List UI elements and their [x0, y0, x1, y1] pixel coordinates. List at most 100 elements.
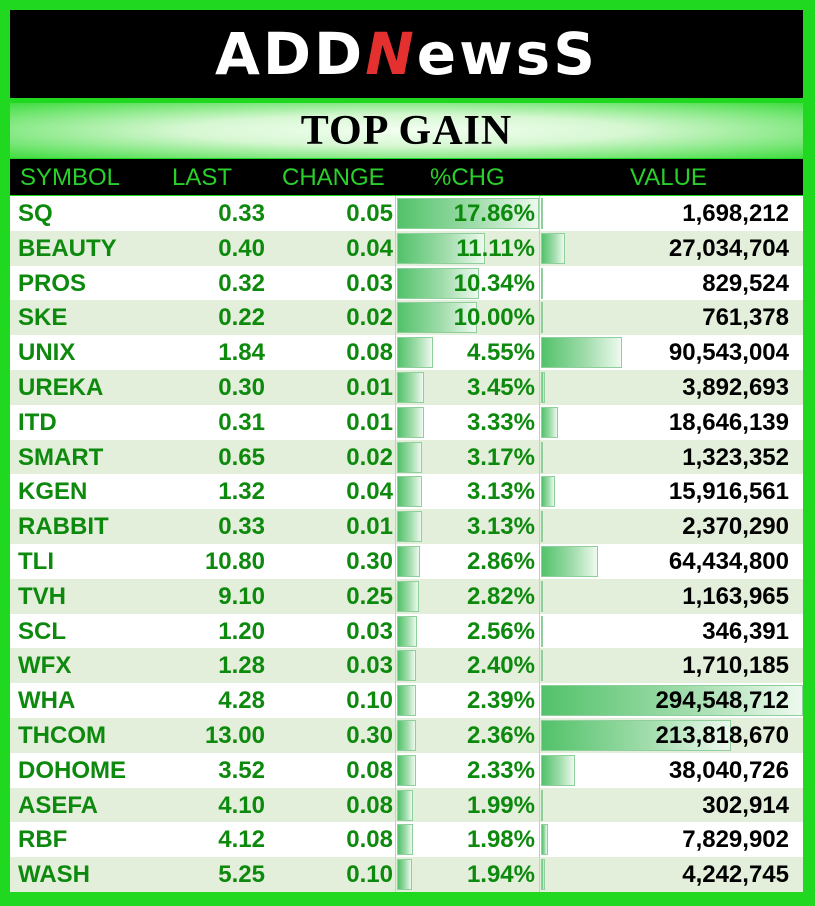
- cell-value: 302,914: [702, 791, 789, 819]
- column-divider: [539, 369, 540, 405]
- table-row: TVH 9.10 0.25 2.82% 1,163,965: [10, 578, 803, 614]
- column-divider: [395, 300, 396, 336]
- cell-change: 0.01: [346, 408, 393, 436]
- cell-pctchg: 1.99%: [466, 791, 535, 819]
- cell-pctchg: 17.86%: [453, 200, 535, 227]
- table-row: RBF 4.12 0.08 1.98% 7,829,902: [10, 822, 803, 858]
- cell-value: 213,818,670: [655, 721, 789, 749]
- cell-change: 0.10: [346, 687, 393, 715]
- pctchg-databar: [397, 650, 417, 682]
- pctchg-databar: [397, 789, 413, 821]
- column-divider: [395, 683, 396, 718]
- pctchg-databar: [397, 302, 477, 334]
- column-divider: [539, 230, 540, 266]
- cell-change: 0.08: [346, 339, 393, 367]
- column-divider: [539, 404, 540, 440]
- value-databar: [541, 302, 543, 334]
- cell-value: 829,524: [702, 269, 789, 297]
- cell-last: 0.22: [218, 304, 265, 332]
- cell-value: 90,543,004: [668, 339, 789, 367]
- value-databar: [541, 824, 548, 856]
- cell-last: 10.80: [204, 547, 265, 575]
- cell-value: 294,548,712: [655, 687, 789, 715]
- pctchg-databar: [397, 824, 413, 856]
- pctchg-databar: [397, 476, 422, 508]
- column-divider: [395, 648, 396, 684]
- column-divider: [539, 578, 540, 614]
- col-value-header: VALUE: [630, 164, 707, 191]
- value-databar: [541, 859, 545, 891]
- cell-pctchg: 2.56%: [466, 617, 535, 645]
- cell-change: 0.10: [346, 861, 393, 889]
- cell-last: 1.32: [218, 478, 265, 506]
- value-databar: [541, 719, 732, 751]
- cell-change: 0.01: [346, 513, 393, 541]
- value-databar: [541, 615, 543, 647]
- cell-symbol: TVH: [18, 582, 66, 610]
- table-row: WFX 1.28 0.03 2.40% 1,710,185: [10, 648, 803, 684]
- cell-last: 1.84: [218, 339, 265, 367]
- pctchg-databar: [397, 267, 480, 299]
- table-row: WHA 4.28 0.10 2.39% 294,548,712: [10, 683, 803, 718]
- cell-last: 4.28: [218, 687, 265, 715]
- table-row: DOHOME 3.52 0.08 2.33% 38,040,726: [10, 752, 803, 788]
- cell-pctchg: 3.17%: [466, 443, 535, 471]
- cell-symbol: RABBIT: [18, 513, 109, 541]
- cell-pctchg: 1.98%: [466, 826, 535, 854]
- cell-symbol: TLI: [18, 547, 54, 575]
- cell-pctchg: 11.11%: [456, 234, 535, 262]
- column-divider: [395, 752, 396, 788]
- cell-last: 0.32: [218, 269, 265, 297]
- cell-change: 0.02: [346, 443, 393, 471]
- table-header: SYMBOL LAST CHANGE %CHG VALUE: [10, 159, 803, 195]
- col-last-header: LAST: [172, 164, 233, 191]
- cell-pctchg: 10.34%: [453, 269, 535, 297]
- cell-change: 0.08: [346, 826, 393, 854]
- cell-last: 9.10: [218, 582, 265, 610]
- cell-change: 0.01: [346, 373, 393, 401]
- column-divider: [395, 578, 396, 614]
- cell-value: 7,829,902: [682, 826, 789, 854]
- logo-text-n: N: [365, 20, 417, 88]
- cell-pctchg: 1.94%: [466, 861, 535, 889]
- column-divider: [395, 369, 396, 405]
- cell-last: 0.65: [218, 443, 265, 471]
- cell-change: 0.03: [346, 617, 393, 645]
- pctchg-databar: [397, 406, 424, 438]
- value-databar: [541, 580, 543, 612]
- pctchg-databar: [397, 198, 539, 229]
- cell-last: 1.20: [218, 617, 265, 645]
- value-databar: [541, 371, 545, 403]
- cell-pctchg: 3.45%: [466, 373, 535, 401]
- cell-change: 0.03: [346, 269, 393, 297]
- cell-symbol: SQ: [18, 200, 53, 227]
- cell-symbol: WASH: [18, 861, 90, 889]
- table-row: ITD 0.31 0.01 3.33% 18,646,139: [10, 404, 803, 440]
- column-divider: [395, 857, 396, 892]
- cell-pctchg: 2.40%: [466, 652, 535, 680]
- column-divider: [539, 474, 540, 510]
- column-divider: [539, 613, 540, 649]
- column-divider: [395, 613, 396, 649]
- cell-symbol: ASEFA: [18, 791, 99, 819]
- pctchg-databar: [397, 859, 413, 891]
- cell-value: 1,323,352: [682, 443, 789, 471]
- column-divider: [539, 648, 540, 684]
- cell-last: 5.25: [218, 861, 265, 889]
- cell-symbol: THCOM: [18, 721, 106, 749]
- logo-bar: ADDNewsS: [10, 10, 803, 98]
- column-divider: [395, 335, 396, 370]
- col-pctchg-header: %CHG: [430, 164, 505, 191]
- cell-symbol: DOHOME: [18, 756, 126, 784]
- cell-change: 0.02: [346, 304, 393, 332]
- value-databar: [541, 337, 622, 369]
- logo-text-pre: ADD: [215, 20, 366, 88]
- table-row: SKE 0.22 0.02 10.00% 761,378: [10, 300, 803, 336]
- cell-pctchg: 3.13%: [466, 478, 535, 506]
- cell-last: 4.12: [218, 826, 265, 854]
- pctchg-databar: [397, 719, 416, 751]
- cell-pctchg: 2.39%: [466, 687, 535, 715]
- column-divider: [395, 474, 396, 510]
- value-databar: [541, 441, 543, 473]
